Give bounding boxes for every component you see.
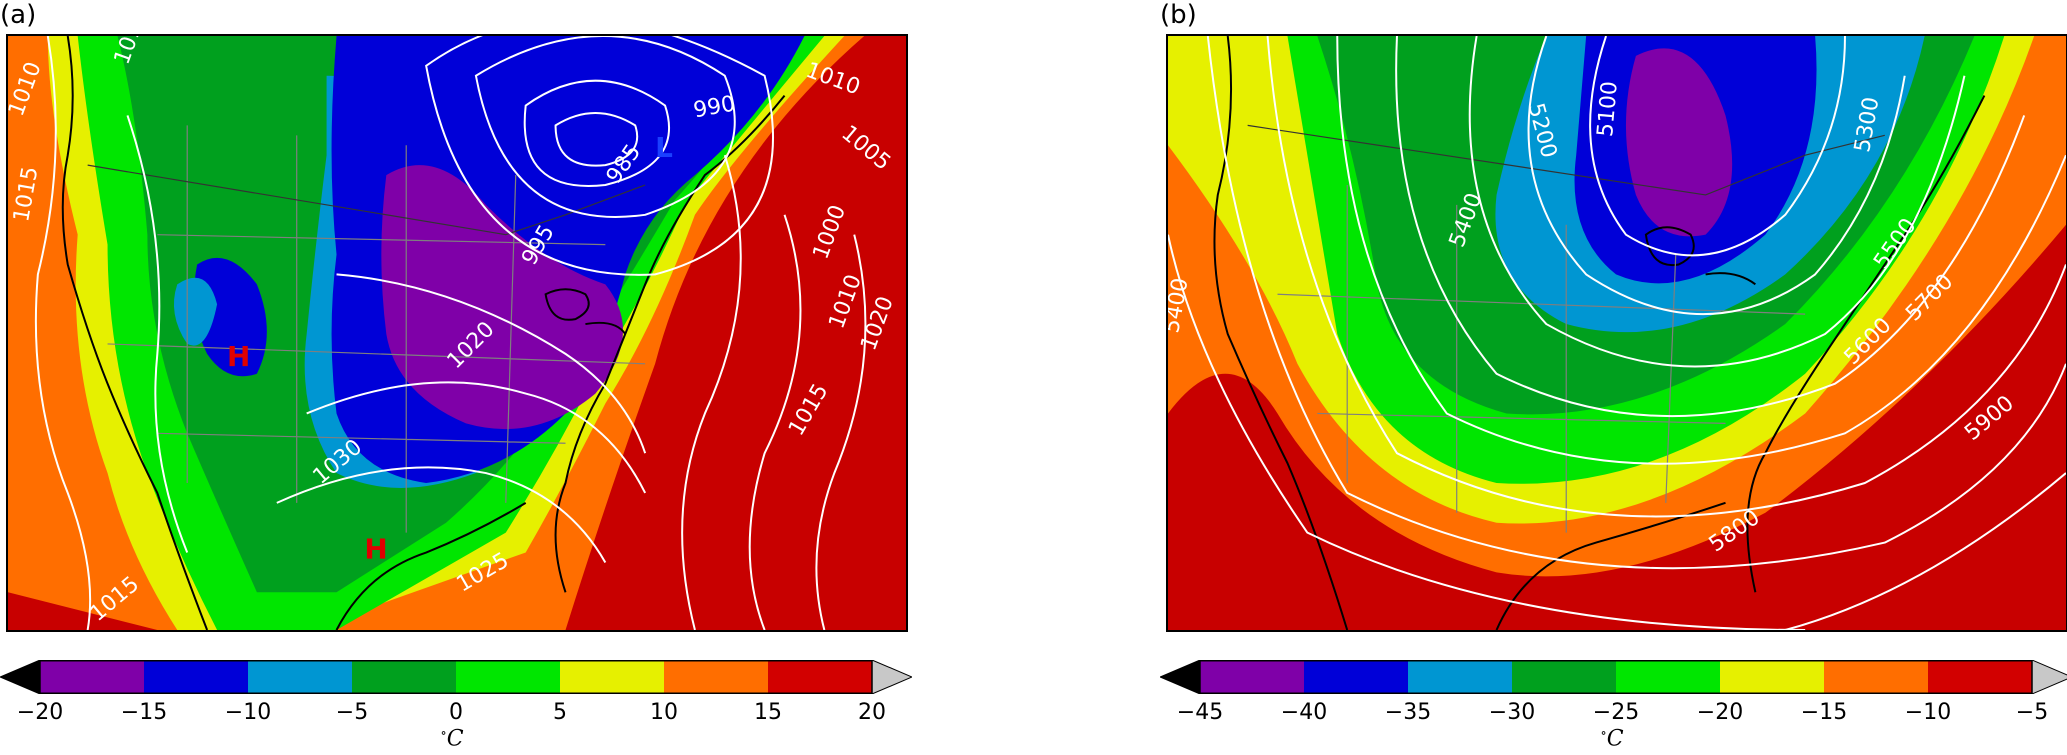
state-borders	[1277, 184, 1806, 533]
panel-a-label: (a)	[0, 0, 37, 30]
panel-a-map: 1010 1015 1010 1005 990 985 995 1020 103…	[6, 34, 908, 632]
colorbar-segment	[1928, 660, 2033, 694]
colorbar-under-extension	[0, 660, 41, 694]
coastline-west	[1213, 36, 1349, 630]
colorbar-segment	[1720, 660, 1825, 694]
contour-label: 5900	[1960, 391, 2019, 446]
colorbar-segment	[1512, 660, 1617, 694]
great-lakes	[1644, 226, 1756, 286]
coastline-east	[335, 94, 786, 630]
height-contours	[1168, 36, 2066, 630]
panel-a-colorbar	[0, 660, 912, 694]
colorbar-tick-label: −30	[1488, 700, 1536, 725]
colorbar-segment	[144, 660, 249, 694]
colorbar-tick-label: −35	[1384, 700, 1432, 725]
panel-b-map-svg: 5200 5100 5300 5400 5500 5700 5600 5900 …	[1168, 36, 2066, 630]
isobar-label: 1000	[808, 202, 851, 263]
colorbar-tick-label: 15	[754, 700, 782, 725]
colorbar-tick-label: 5	[553, 700, 567, 725]
colorbar-tick-label: −15	[1800, 700, 1848, 725]
panel-b: (b)	[1160, 0, 2067, 755]
colorbar-segment	[1824, 660, 1929, 694]
colorbar-segment	[560, 660, 665, 694]
colorbar-tick-label: −40	[1280, 700, 1328, 725]
colorbar-frame	[1199, 660, 2033, 694]
colorbar-tick-label: −20	[1696, 700, 1744, 725]
colorbar-over-extension	[2031, 660, 2067, 694]
panel-a-unit-label: ∘C	[440, 726, 464, 752]
colorbar-tick-label: −5	[2015, 700, 2049, 725]
panel-b-colorbar	[1160, 660, 2067, 694]
colorbar-segment	[248, 660, 353, 694]
colorbar-segment	[456, 660, 561, 694]
contour-label: 5100	[1593, 80, 1623, 138]
colorbar-over-extension	[871, 660, 912, 694]
great-lakes	[544, 288, 627, 335]
colorbar-segment	[352, 660, 457, 694]
high-pressure-center: H	[227, 340, 250, 373]
panel-b-unit-label: ∘C	[1600, 726, 1624, 752]
colorbar-tick-label: −10	[1904, 700, 1952, 725]
high-pressure-center: H	[364, 533, 387, 566]
coastline-west	[61, 36, 209, 630]
colorbar-segment	[40, 660, 145, 694]
colorbar-tick-label: −45	[1176, 700, 1224, 725]
colorbar-frame	[39, 660, 873, 694]
rockies-cold-inner	[173, 277, 218, 346]
state-borders	[107, 125, 646, 533]
isobar-label: 1005	[836, 121, 895, 176]
colorbar-tick-label: 10	[650, 700, 678, 725]
band-minus15	[381, 165, 624, 430]
isobar-label: 1020	[856, 293, 899, 354]
colorbar-segment	[1616, 660, 1721, 694]
colorbar-tick-label: −5	[335, 700, 369, 725]
canada-border	[87, 164, 646, 236]
canada-border	[1247, 124, 1885, 196]
colorbar-tick-label: −20	[16, 700, 64, 725]
panel-a: (a)	[0, 0, 920, 755]
panel-b-label: (b)	[1160, 0, 1197, 30]
colorbar-tick-label: 20	[858, 700, 886, 725]
colorbar-segment	[664, 660, 769, 694]
isobar-label: 1015	[784, 380, 834, 441]
colorbar-under-extension	[1160, 660, 1201, 694]
colorbar-segment	[768, 660, 873, 694]
colorbar-tick-label: −15	[120, 700, 168, 725]
rockies-cold	[193, 257, 267, 377]
colorbar-segment	[1304, 660, 1409, 694]
colorbar-segment	[1408, 660, 1513, 694]
colorbar-segment	[1200, 660, 1305, 694]
band-minus40	[1625, 48, 1733, 237]
isobars	[34, 36, 867, 630]
low-pressure-center: L	[655, 131, 673, 164]
colorbar-tick-label: −25	[1592, 700, 1640, 725]
panel-b-map: 5200 5100 5300 5400 5500 5700 5600 5900 …	[1166, 34, 2067, 632]
isobar-label: 1010	[824, 271, 867, 332]
colorbar-tick-label: 0	[449, 700, 463, 725]
panel-a-map-svg: 1010 1015 1010 1005 990 985 995 1020 103…	[8, 36, 899, 630]
colorbar-tick-label: −10	[224, 700, 272, 725]
